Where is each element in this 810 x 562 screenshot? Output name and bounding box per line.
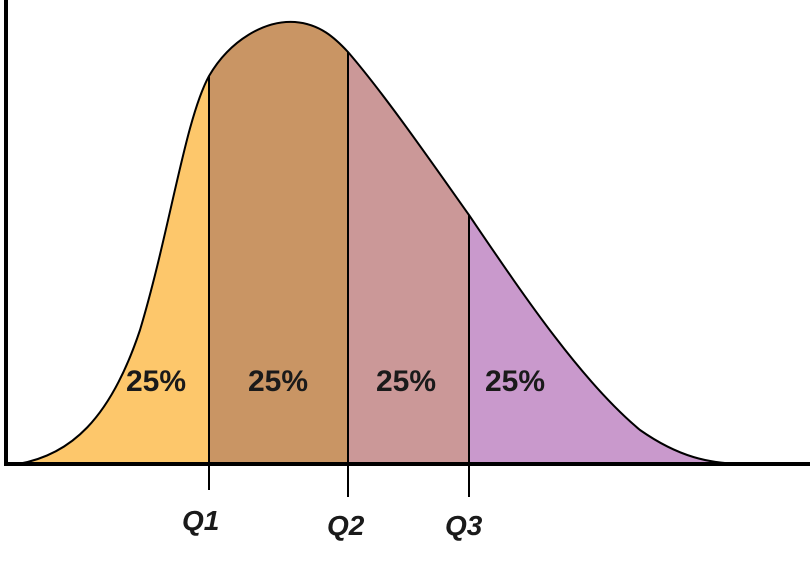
- region-third-quartile: [348, 52, 469, 464]
- distribution-curve: [17, 20, 741, 465]
- q1-label: Q1: [182, 505, 219, 536]
- region-2-percent-label: 25%: [248, 365, 308, 398]
- region-3-percent-label: 25%: [376, 365, 436, 398]
- region-second-quartile: [209, 21, 348, 464]
- region-first-quartile: [18, 76, 209, 464]
- region-4-percent-label: 25%: [485, 365, 545, 398]
- q3-label: Q3: [445, 510, 483, 541]
- region-fourth-quartile: [469, 215, 740, 464]
- q2-label: Q2: [327, 510, 365, 541]
- region-1-percent-label: 25%: [126, 365, 186, 398]
